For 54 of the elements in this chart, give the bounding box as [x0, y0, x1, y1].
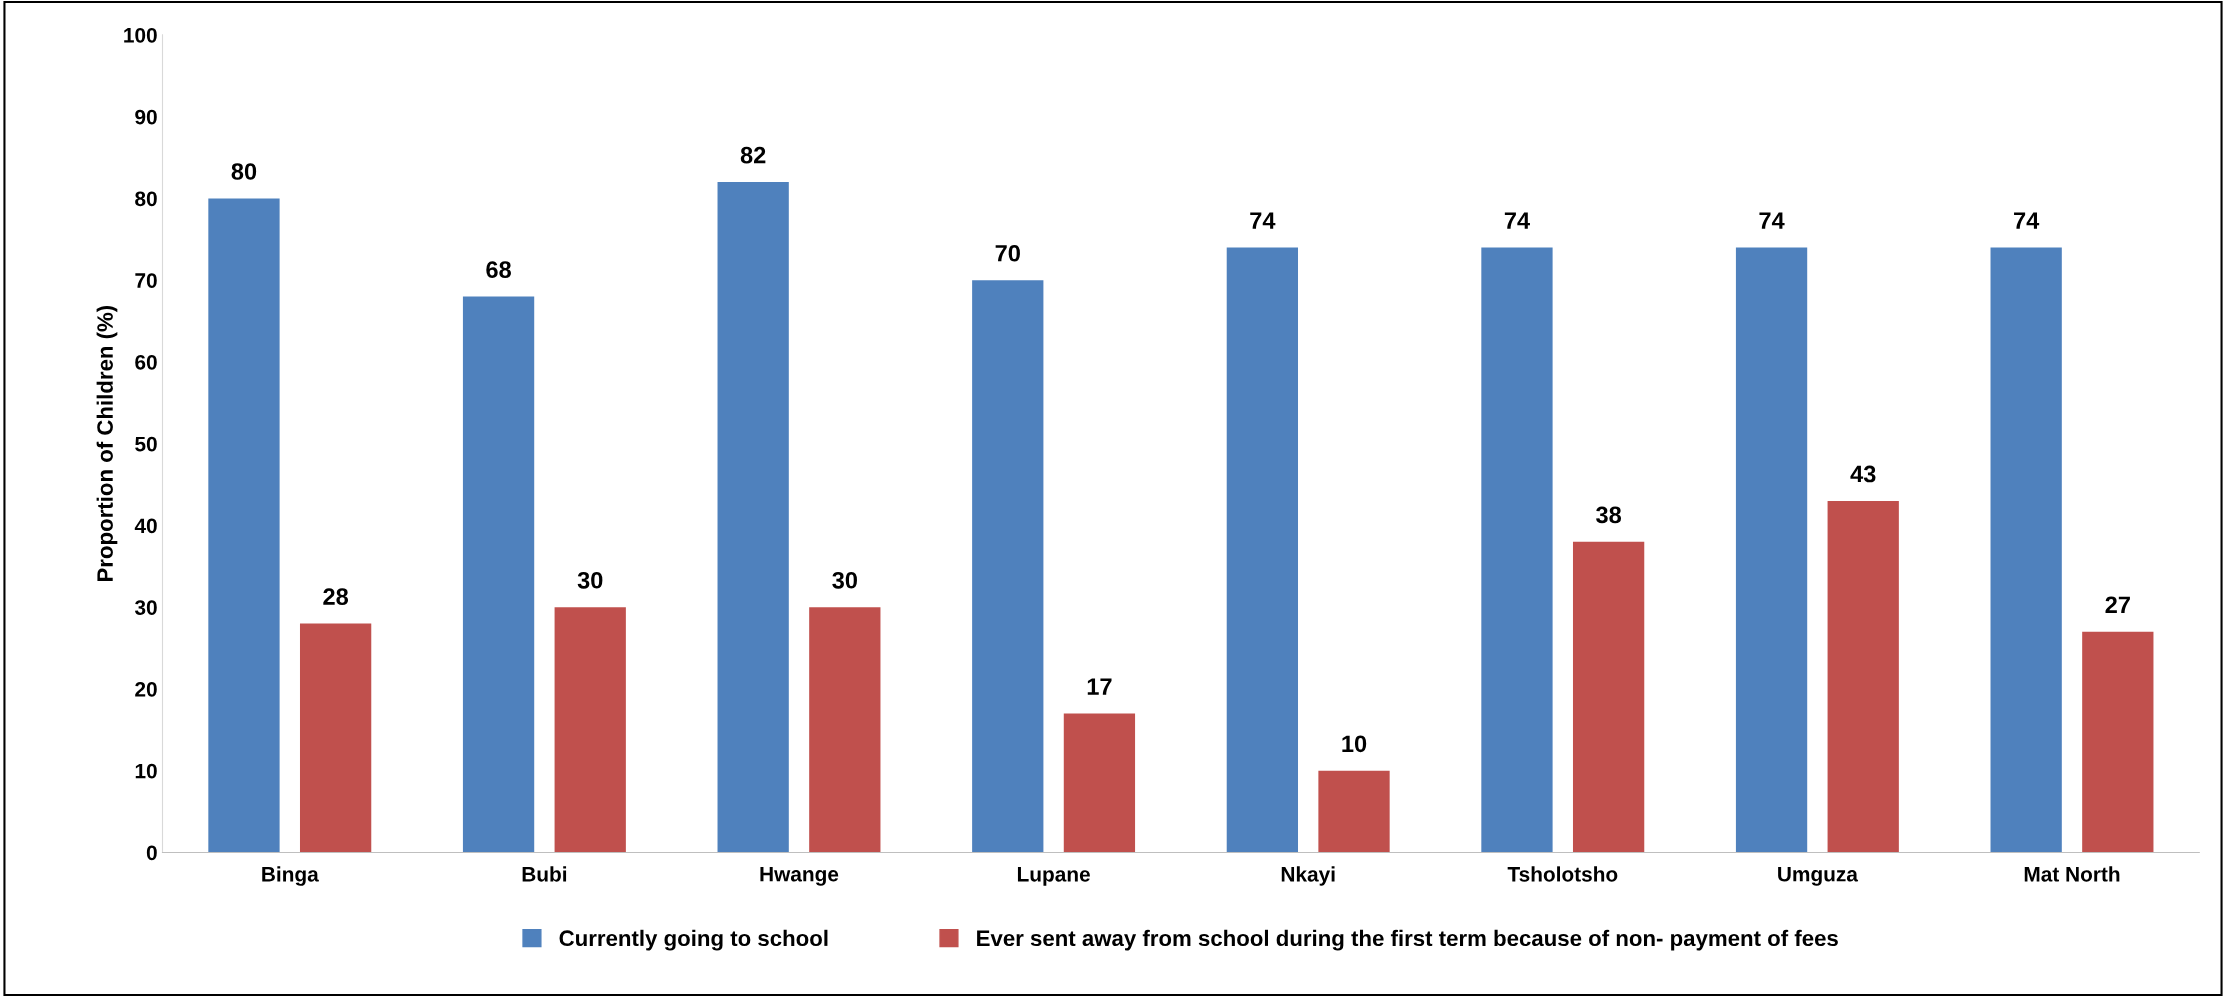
y-tick-label: 60 — [135, 354, 157, 370]
data-label: 30 — [577, 571, 603, 589]
y-tick-label: 70 — [135, 273, 157, 288]
legend-label: Currently going to school — [559, 929, 828, 951]
data-label: 10 — [1342, 735, 1367, 753]
data-label: 17 — [1087, 678, 1112, 695]
bar — [1572, 541, 1645, 853]
bar — [1063, 713, 1136, 853]
data-label: 30 — [832, 571, 857, 589]
bar — [1827, 500, 1899, 853]
y-tick-label: 20 — [135, 681, 157, 697]
x-tick-label: Nkayi — [1281, 866, 1335, 886]
y-tick-label: 30 — [134, 600, 157, 615]
bar — [1990, 247, 2062, 853]
y-tick-label: 80 — [135, 191, 157, 207]
bar — [809, 607, 881, 853]
bar — [972, 280, 1044, 853]
data-label: 28 — [323, 588, 349, 605]
bar — [299, 623, 372, 853]
bar — [717, 182, 789, 853]
bar — [554, 607, 626, 853]
x-tick-label: Mat North — [2024, 866, 2120, 882]
bar — [208, 198, 280, 853]
x-tick-label: Bubi — [522, 866, 567, 882]
data-label: 80 — [231, 163, 257, 180]
bar — [2082, 631, 2154, 853]
data-label: 68 — [486, 261, 511, 278]
x-tick-label: Umguza — [1778, 867, 1859, 886]
data-label: 38 — [1596, 506, 1622, 524]
bar — [1318, 770, 1390, 853]
data-label: 74 — [1504, 212, 1530, 229]
x-tick-label: Hwange — [760, 867, 839, 886]
y-tick-label: 0 — [146, 845, 157, 861]
y-tick-label: 90 — [135, 109, 157, 125]
data-label: 70 — [995, 244, 1020, 262]
data-label: 74 — [1250, 212, 1276, 229]
y-axis-title: Proportion of Children (%) — [96, 305, 118, 582]
bar — [1226, 247, 1299, 853]
x-tick-label: Binga — [262, 866, 319, 886]
x-tick-label: Lupane — [1017, 867, 1090, 886]
data-label: 27 — [2105, 596, 2130, 613]
y-tick-label: 40 — [134, 518, 157, 534]
x-tick-label: Tsholotsho — [1507, 866, 1618, 882]
data-label: 74 — [1759, 212, 1785, 229]
data-label: 82 — [740, 146, 766, 164]
bar — [462, 296, 535, 853]
data-label: 74 — [2014, 212, 2040, 229]
y-tick-label: 100 — [124, 27, 157, 43]
bar — [1735, 247, 1808, 853]
y-tick-label: 50 — [135, 436, 157, 452]
data-label: 43 — [1850, 465, 1876, 483]
y-tick-label: 10 — [135, 763, 157, 779]
legend-label: Ever sent away from school during the first term because of non- payment of fees — [977, 929, 1838, 951]
bar — [1481, 247, 1553, 853]
